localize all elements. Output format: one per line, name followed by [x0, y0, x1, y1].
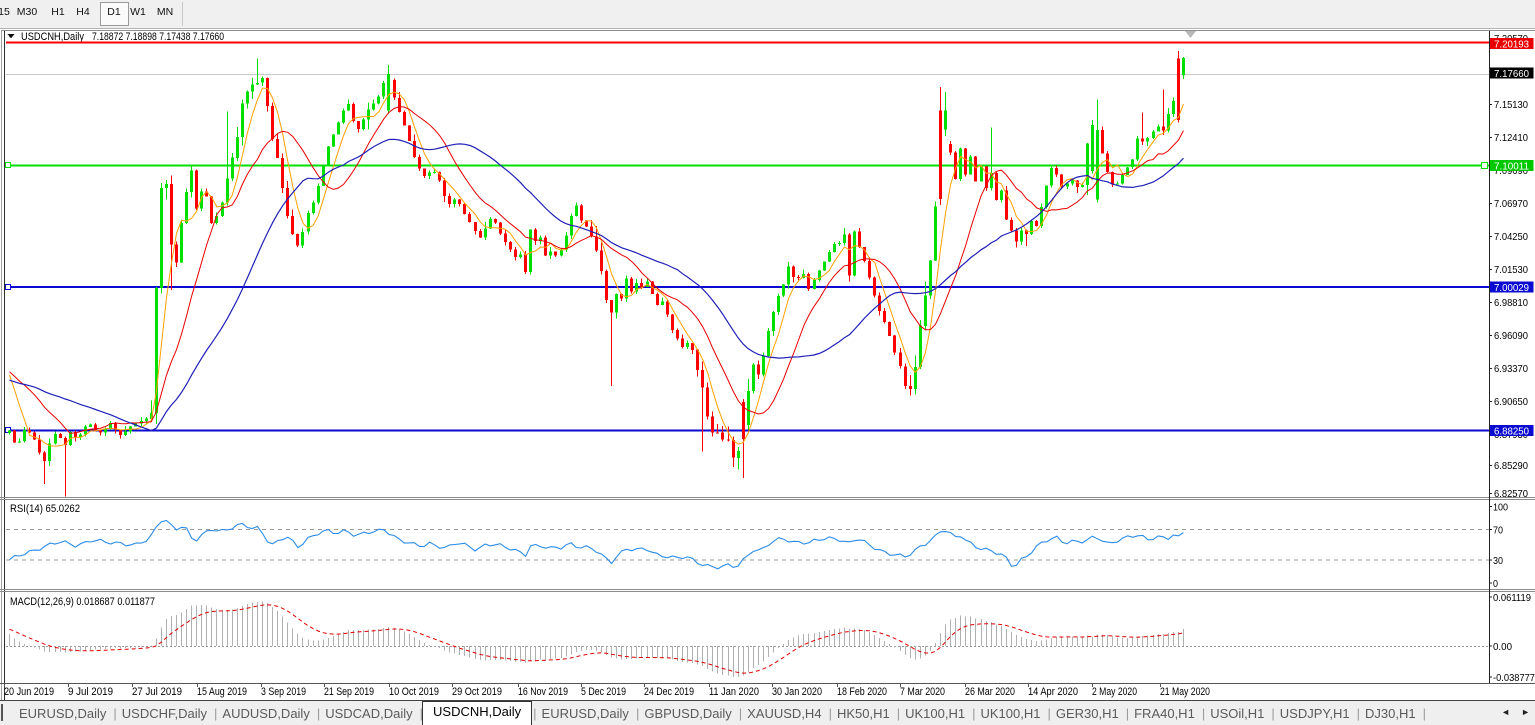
svg-text:7.12410: 7.12410 — [1494, 132, 1528, 144]
svg-text:7.06970: 7.06970 — [1494, 198, 1528, 210]
svg-text:7.18872 7.18898 7.17438 7.1766: 7.18872 7.18898 7.17438 7.17660 — [92, 31, 224, 43]
svg-text:3 Sep 2019: 3 Sep 2019 — [261, 686, 306, 698]
svg-text:M30: M30 — [17, 6, 38, 18]
svg-text:6.88250: 6.88250 — [1494, 426, 1529, 438]
svg-text:W1: W1 — [130, 6, 146, 18]
svg-text:6.82570: 6.82570 — [1494, 488, 1528, 500]
svg-text:7.17660: 7.17660 — [1494, 68, 1529, 80]
svg-text:7.15130: 7.15130 — [1494, 99, 1528, 111]
svg-text:21 Sep 2019: 21 Sep 2019 — [324, 686, 374, 698]
svg-text:10 Oct 2019: 10 Oct 2019 — [389, 686, 439, 698]
svg-text:MACD(12,26,9) 0.018687 0.01187: MACD(12,26,9) 0.018687 0.011877 — [10, 596, 155, 608]
svg-text:24 Dec 2019: 24 Dec 2019 — [644, 686, 694, 698]
svg-text:0.00: 0.00 — [1493, 641, 1512, 653]
svg-text:7.01530: 7.01530 — [1494, 264, 1528, 276]
svg-text:14 Apr 2020: 14 Apr 2020 — [1028, 686, 1078, 698]
svg-text:27 Jul 2019: 27 Jul 2019 — [132, 686, 182, 698]
svg-text:18 Feb 2020: 18 Feb 2020 — [837, 686, 887, 698]
svg-text:7.04250: 7.04250 — [1494, 231, 1528, 243]
svg-text:11 Jan 2020: 11 Jan 2020 — [709, 686, 759, 698]
svg-text:6.90650: 6.90650 — [1494, 396, 1528, 408]
svg-text:6.96090: 6.96090 — [1494, 330, 1528, 342]
svg-text:70: 70 — [1493, 524, 1503, 536]
svg-text:H4: H4 — [76, 6, 90, 18]
svg-text:USDCNH,Daily: USDCNH,Daily — [21, 31, 84, 43]
svg-text:6.93370: 6.93370 — [1494, 363, 1528, 375]
svg-text:7.20193: 7.20193 — [1494, 39, 1529, 51]
svg-text:20 Jun 2019: 20 Jun 2019 — [4, 686, 54, 698]
svg-text:30 Jan 2020: 30 Jan 2020 — [772, 686, 822, 698]
svg-text:21 May 2020: 21 May 2020 — [1160, 686, 1210, 698]
svg-text:6.85290: 6.85290 — [1494, 460, 1528, 472]
svg-text:7.00029: 7.00029 — [1494, 282, 1529, 294]
svg-text:15: 15 — [0, 6, 10, 18]
svg-text:0.061119: 0.061119 — [1493, 592, 1531, 604]
svg-text:26 Mar 2020: 26 Mar 2020 — [965, 686, 1015, 698]
svg-text:100: 100 — [1493, 502, 1508, 514]
svg-text:16 Nov 2019: 16 Nov 2019 — [518, 686, 568, 698]
svg-text:MN: MN — [157, 6, 173, 18]
svg-text:0: 0 — [1493, 578, 1498, 590]
svg-text:7.10011: 7.10011 — [1494, 161, 1529, 173]
svg-text:7 Mar 2020: 7 Mar 2020 — [900, 686, 945, 698]
svg-text:2 May 2020: 2 May 2020 — [1092, 686, 1137, 698]
svg-text:RSI(14) 65.0262: RSI(14) 65.0262 — [10, 503, 80, 515]
svg-text:29 Oct 2019: 29 Oct 2019 — [452, 686, 502, 698]
svg-text:6.98810: 6.98810 — [1494, 297, 1528, 309]
svg-text:9 Jul 2019: 9 Jul 2019 — [68, 686, 113, 698]
svg-text:H1: H1 — [51, 6, 65, 18]
svg-text:-0.038777: -0.038777 — [1493, 672, 1535, 684]
svg-text:30: 30 — [1493, 555, 1503, 567]
svg-text:D1: D1 — [107, 6, 121, 18]
svg-text:15 Aug 2019: 15 Aug 2019 — [197, 686, 247, 698]
svg-text:5 Dec 2019: 5 Dec 2019 — [581, 686, 626, 698]
